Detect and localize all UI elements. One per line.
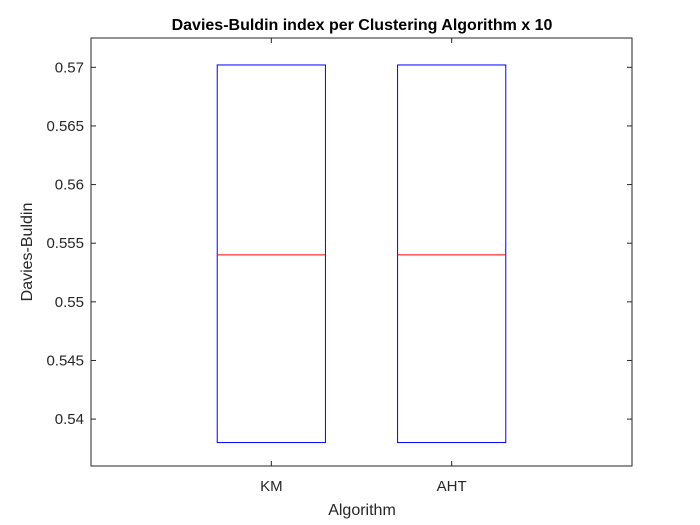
x-axis-label: Algorithm	[328, 502, 396, 519]
x-tick-label-km: KM	[260, 478, 283, 495]
chart-title: Davies-Buldin index per Clustering Algor…	[172, 17, 553, 34]
box-aht	[397, 64, 507, 444]
y-tick-label: 0.555	[46, 235, 84, 252]
y-tick-label: 0.565	[46, 118, 84, 135]
y-tick-label: 0.57	[55, 59, 84, 76]
y-tick-label: 0.545	[46, 352, 84, 369]
y-axis: 0.54 0.545 0.55 0.555 0.56 0.565 0.57	[46, 59, 632, 428]
y-tick-label: 0.54	[55, 411, 84, 428]
box-km	[216, 64, 326, 444]
y-tick-label: 0.56	[55, 177, 84, 194]
x-tick-label-aht: AHT	[437, 478, 467, 495]
x-axis: KM AHT	[260, 38, 467, 495]
y-axis-label: Davies-Buldin	[19, 203, 36, 302]
box-series	[216, 64, 507, 444]
plot-area	[90, 37, 633, 467]
y-tick-label: 0.55	[55, 294, 84, 311]
